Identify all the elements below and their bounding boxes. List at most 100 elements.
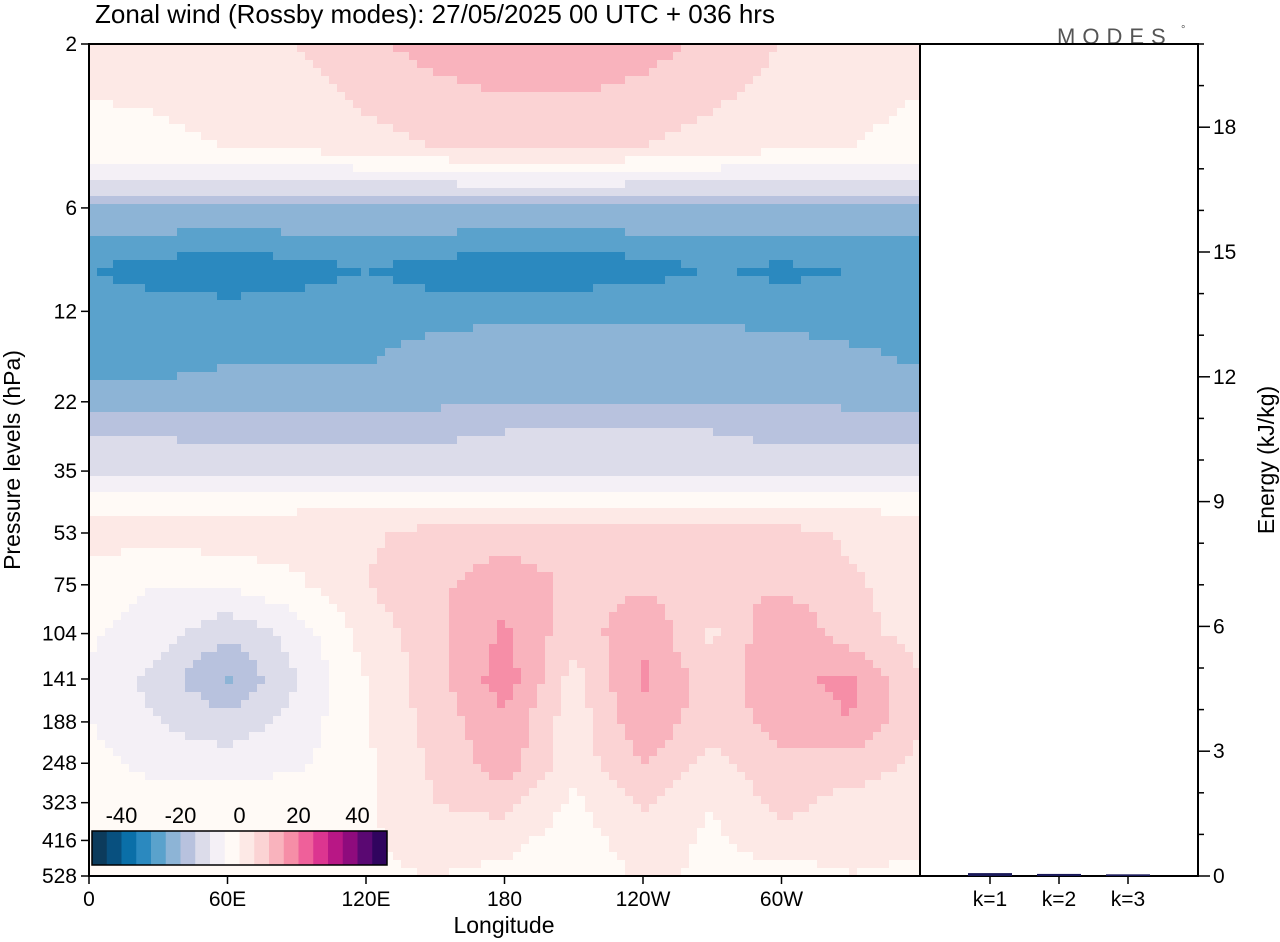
heatmap-cell [697,260,706,269]
heatmap-cell [729,132,738,141]
heatmap-cell [561,228,570,237]
heatmap-cell [617,292,626,301]
heatmap-cell [177,180,186,189]
heatmap-cell [313,44,322,53]
heatmap-cell [641,412,650,421]
heatmap-cell [673,340,682,349]
heatmap-cell [329,348,338,357]
heatmap-cell [513,348,522,357]
heatmap-cell [769,164,778,173]
heatmap-cell [553,76,562,85]
heatmap-cell [193,84,202,93]
heatmap-cell [521,364,530,373]
heatmap-cell [257,100,266,109]
heatmap-cell [841,108,850,117]
heatmap-cell [601,76,610,85]
heatmap-cell [825,308,834,317]
heatmap-cell [513,380,522,389]
heatmap-cell [857,68,866,77]
heatmap-cell [681,396,690,405]
heatmap-cell [145,164,154,173]
heatmap-cell [289,364,298,373]
heatmap-cell [729,404,738,413]
heatmap-cell [161,108,170,117]
heatmap-cell [753,52,762,61]
heatmap-cell [409,332,418,341]
heatmap-cell [897,364,906,373]
heatmap-cell [473,84,482,93]
heatmap-cell [393,220,402,229]
heatmap-cell [793,108,802,117]
heatmap-cell [329,332,338,341]
heatmap-cell [793,188,802,197]
heatmap-cell [617,124,626,133]
heatmap-cell [137,372,146,381]
heatmap-cell [753,244,762,253]
heatmap-cell [281,260,290,269]
heatmap-cell [793,172,802,181]
heatmap-cell [577,204,586,213]
heatmap-cell [393,372,402,381]
heatmap-cell [569,116,578,125]
heatmap-cell [809,132,818,141]
heatmap-cell [537,148,546,157]
heatmap-cell [841,124,850,133]
heatmap-cell [753,228,762,237]
heatmap-cell [609,340,618,349]
heatmap-cell [273,268,282,277]
heatmap-cell [697,420,706,429]
heatmap-cell [577,308,586,317]
heatmap-cell [497,284,506,293]
heatmap-cell [265,316,274,325]
heatmap-cell [649,44,658,53]
heatmap-cell [753,84,762,93]
heatmap-cell [809,276,818,285]
heatmap-cell [465,52,474,61]
heatmap-cell [305,116,314,125]
heatmap-cell [105,364,114,373]
heatmap-cell [393,348,402,357]
heatmap-cell [305,92,314,101]
heatmap-cell [241,332,250,341]
heatmap-cell [153,340,162,349]
modes-brand-logo: MODES [1057,24,1173,49]
heatmap-cell [481,44,490,53]
heatmap-cell [441,196,450,205]
heatmap-cell [625,228,634,237]
heatmap-cell [305,348,314,357]
heatmap-cell [905,340,914,349]
heatmap-cell [273,100,282,109]
heatmap-cell [889,100,898,109]
heatmap-cell [145,188,154,197]
heatmap-cell [441,412,450,421]
heatmap-cell [705,108,714,117]
heatmap-cell [833,124,842,133]
heatmap-cell [713,308,722,317]
heatmap-cell [593,92,602,101]
heatmap-cell [369,340,378,349]
heatmap-cell [377,204,386,213]
heatmap-cell [497,340,506,349]
heatmap-cell [705,308,714,317]
heatmap-cell [737,212,746,221]
heatmap-cell [529,380,538,389]
heatmap-cell [785,356,794,365]
heatmap-cell [545,52,554,61]
heatmap-cell [297,332,306,341]
heatmap-cell [569,52,578,61]
heatmap-cell [345,316,354,325]
heatmap-cell [689,236,698,245]
heatmap-cell [281,116,290,125]
heatmap-cell [409,196,418,205]
heatmap-cell [113,172,122,181]
heatmap-cell [585,116,594,125]
heatmap-cell [841,356,850,365]
heatmap-cell [537,116,546,125]
heatmap-cell [745,100,754,109]
heatmap-cell [873,284,882,293]
heatmap-cell [265,220,274,229]
heatmap-cell [465,260,474,269]
heatmap-cell [233,76,242,85]
heatmap-cell [433,44,442,53]
heatmap-cell [793,156,802,165]
